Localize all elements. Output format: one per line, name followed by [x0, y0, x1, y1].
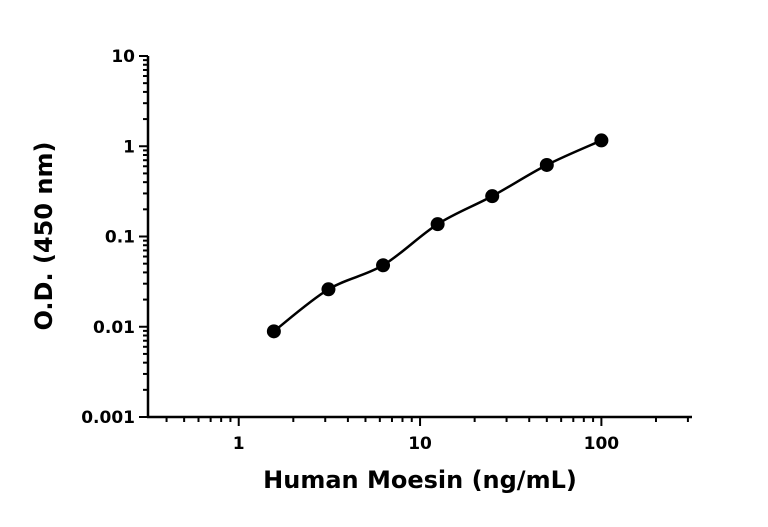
data-point [539, 157, 554, 172]
x-tick-label: 1 [233, 434, 245, 454]
data-point [485, 189, 500, 204]
y-tick-label: 1 [123, 137, 135, 157]
y-tick-label: 0.01 [93, 318, 135, 338]
y-tick-label: 0.001 [81, 408, 135, 428]
data-point [266, 324, 281, 339]
y-tick-label: 10 [111, 47, 135, 67]
data-point [376, 258, 391, 273]
data-point [594, 133, 609, 148]
y-tick-label: 0.1 [105, 228, 135, 248]
data-point [430, 217, 445, 232]
x-tick-label: 10 [408, 434, 432, 454]
x-axis-title: Human Moesin (ng/mL) [263, 466, 577, 494]
data-point [321, 282, 336, 297]
x-tick-label: 100 [584, 434, 620, 454]
y-axis-title: O.D. (450 nm) [30, 142, 58, 331]
